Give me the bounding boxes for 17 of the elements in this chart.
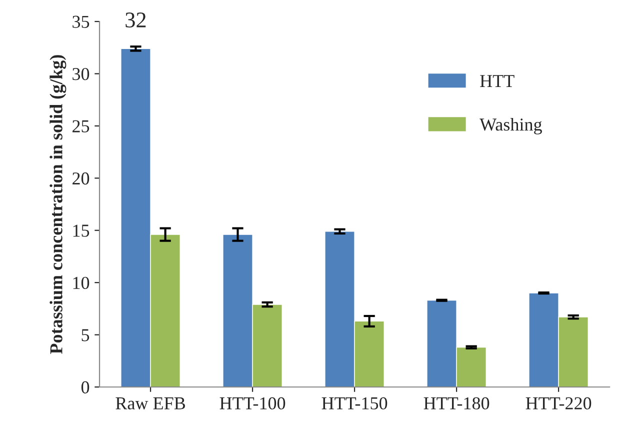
y-tick-label: 0 [81,381,90,394]
y-tick-label: 30 [72,68,90,80]
x-tick-label: HTT-220 [526,397,592,410]
y-axis-title: Potassium concentration in solid (g/kg) [50,55,66,354]
data-label: 32 [126,12,146,28]
y-tick-label: 20 [72,172,90,185]
y-tick-label: 10 [73,276,90,290]
y-tick-label: 5 [82,329,90,342]
y-tick-label: 25 [72,120,90,132]
legend-label: HTT [480,75,514,87]
y-tick-label: 15 [73,224,90,237]
x-tick-label: HTT-150 [322,397,388,410]
x-tick-label: HTT-100 [220,397,286,410]
y-tick-label: 35 [72,16,90,28]
x-tick-label: HTT-180 [424,397,490,410]
x-tick-label: Raw EFB [116,397,186,410]
legend-label: Washing [480,118,542,134]
